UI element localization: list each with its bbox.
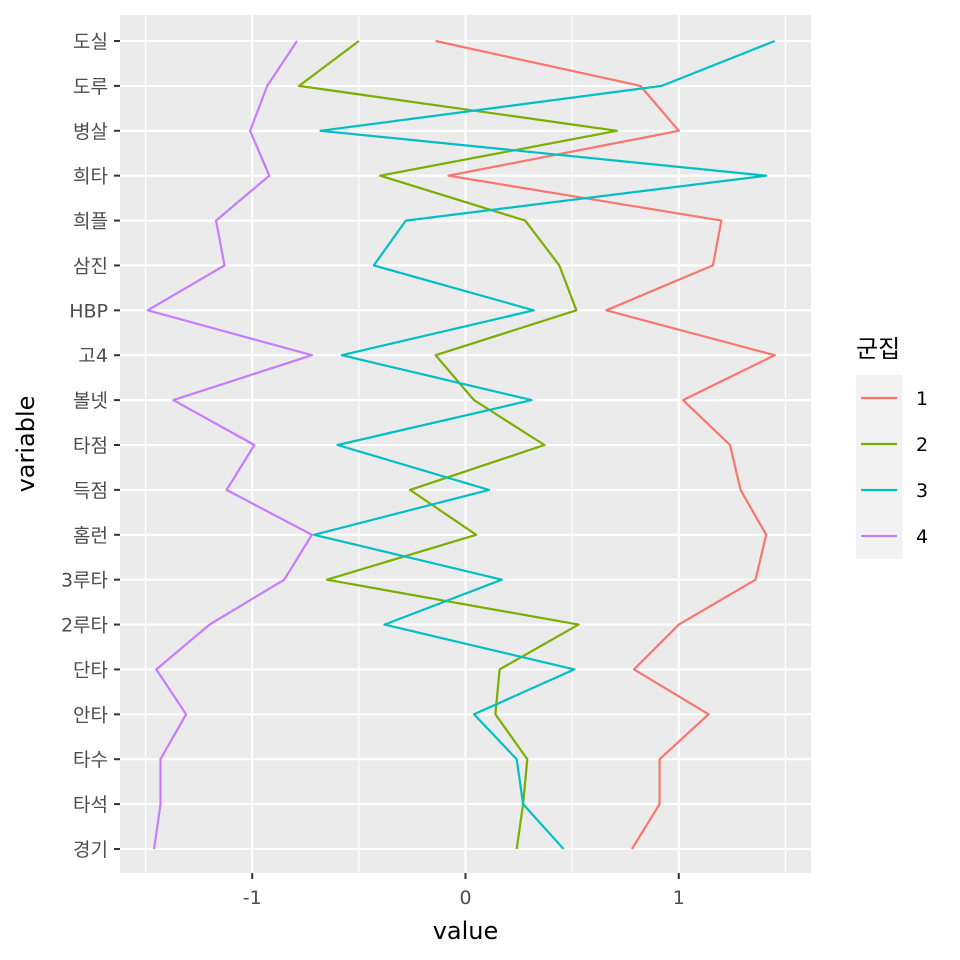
y-tick-label: 3루타 (61, 570, 108, 592)
y-tick-label: 도루 (73, 76, 108, 98)
legend-key-background (856, 375, 902, 559)
y-tick-label: 도실 (73, 31, 108, 53)
y-tick-label: 홈런 (73, 525, 108, 547)
legend-label-3: 3 (916, 480, 928, 502)
y-tick-label: 타석 (73, 794, 108, 816)
y-tick-label: 경기 (73, 839, 108, 861)
y-axis-title: variable (12, 396, 40, 493)
legend-label-4: 4 (916, 526, 928, 548)
y-tick-label: HBP (69, 300, 108, 322)
legend-label-1: 1 (916, 388, 928, 410)
series-line-2 (298, 40, 619, 850)
y-axis: 경기 타석 타수 안타 단타 2루타 3루타 홈런 득점 타점 볼넷 고4 HBP 삼진 희플 희타 병살 도루 도… (61, 31, 120, 861)
series-line-3 (313, 39, 776, 850)
x-tick-label: 1 (673, 887, 685, 909)
y-tick-label: 안타 (73, 704, 108, 726)
x-tick-label: -1 (243, 887, 262, 909)
y-tick-label: 타수 (73, 749, 108, 771)
y-tick-label: 타점 (73, 435, 108, 457)
y-tick-label: 희플 (73, 211, 108, 233)
legend: 군집 1 2 3 4 (856, 335, 928, 559)
series-lines (146, 39, 776, 850)
y-tick-label: 삼진 (73, 255, 108, 277)
series-line-4 (146, 40, 313, 850)
y-tick-label: 단타 (73, 659, 108, 681)
y-tick-label: 병살 (73, 121, 108, 143)
x-axis-title: value (433, 917, 499, 945)
y-tick-label: 희타 (73, 166, 108, 188)
legend-title: 군집 (856, 335, 900, 363)
y-tick-label: 2루타 (61, 615, 108, 637)
series-line-1 (435, 39, 776, 850)
legend-label-2: 2 (916, 434, 928, 456)
y-tick-label: 고4 (78, 345, 108, 367)
y-tick-label: 볼넷 (73, 390, 108, 412)
x-tick-label: 0 (459, 887, 471, 909)
grid-major (120, 15, 811, 873)
y-tick-label: 득점 (73, 480, 108, 502)
x-axis: -1 0 1 (243, 873, 685, 909)
